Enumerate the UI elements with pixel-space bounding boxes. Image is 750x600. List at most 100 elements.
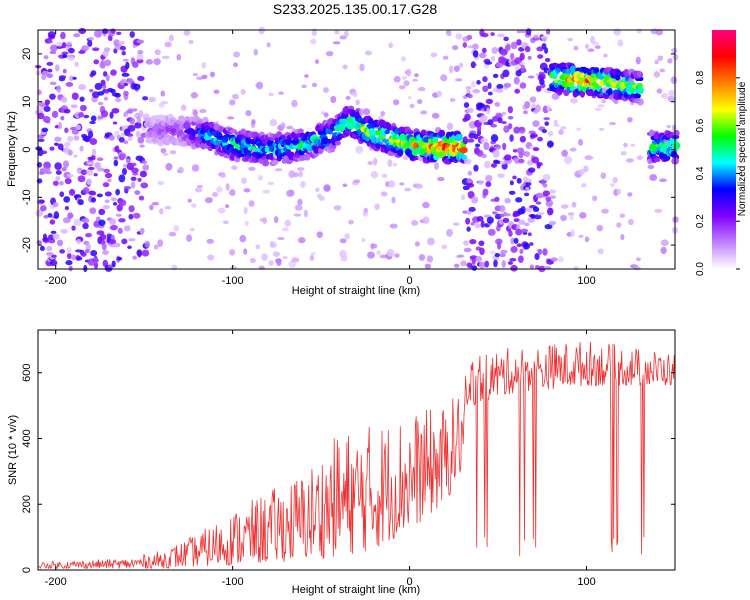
spectrogram-cell-2390 (667, 58, 673, 64)
spectrogram-cell-1010 (300, 180, 306, 188)
spectrogram-cell-411 (136, 58, 144, 64)
spectrogram-cell-356 (122, 163, 128, 168)
spectrogram-cell-874 (263, 158, 269, 167)
spectrogram-cell-507 (164, 41, 172, 48)
spectrogram-cell-308 (113, 159, 119, 167)
spectrogram-cell-1794 (504, 198, 511, 204)
spectrogram-cell-51 (46, 245, 53, 252)
spectrogram-cell-1881 (524, 151, 530, 158)
spectrogram-cell-1862 (519, 52, 525, 61)
spectrogram-cell-165 (76, 256, 83, 261)
spectrogram-cell-1955 (543, 117, 550, 121)
spectrogram-cell-1729 (487, 91, 493, 96)
spectrogram-cell-1535 (438, 151, 446, 158)
spectrogram-cell-742 (229, 189, 236, 196)
spectrogram-cell-1252 (364, 50, 373, 56)
spectrogram-cell-304 (110, 224, 118, 231)
spectrogram-cell-970 (288, 189, 295, 197)
colorbar-tick-label-4: 0.8 (695, 70, 706, 84)
spectrogram-cell-412 (136, 52, 144, 60)
spectrogram-cell-860 (261, 253, 268, 261)
spectrogram-cell-1617 (463, 240, 469, 246)
spectrogram-cell-161 (76, 238, 81, 245)
spectrogram-cell-1833 (513, 126, 521, 134)
spectrogram-cell-1943 (539, 79, 545, 85)
spectrogram-cell-1757 (494, 101, 500, 107)
spectrogram-cell-1327 (384, 129, 390, 135)
spectrogram-cell-136 (67, 135, 74, 142)
spectrogram-cell-1883 (525, 186, 530, 191)
spectrogram-cell-1701 (480, 114, 488, 122)
spectrogram-cell-2110 (583, 165, 589, 173)
spectrogram-cell-894 (269, 118, 278, 127)
spectrogram-cell-671 (209, 71, 215, 78)
spectrogram-cell-1065 (314, 59, 319, 64)
spectrogram-cell-379 (129, 117, 135, 125)
spectrogram-cell-137 (67, 149, 73, 156)
spectrogram-cell-403 (137, 250, 142, 258)
spectrogram-cell-371 (128, 213, 134, 220)
spectrogram-cell-1851 (518, 151, 524, 159)
spectrogram-cell-610 (193, 109, 198, 117)
spectrogram-cell-1308 (380, 110, 386, 117)
spectrogram-cell-32 (43, 215, 49, 219)
spectrogram-cell-104 (62, 54, 68, 59)
spectrogram-cell-467 (154, 49, 161, 56)
spectrogram-cell-177 (79, 104, 87, 112)
spectrogram-cell-986 (292, 172, 300, 178)
spectrogram-cell-1397 (403, 80, 410, 87)
spectrogram-cell-1507 (434, 162, 439, 170)
spectrogram-cell-1025 (303, 209, 309, 218)
spectrogram-cell-150 (73, 135, 80, 141)
spectrogram-cell-1912 (532, 120, 540, 127)
spectrogram-cell-1358 (393, 99, 400, 106)
spectrogram-cell-54 (46, 73, 53, 78)
spectrogram-cell-1544 (442, 55, 449, 60)
spectrogram-cell-1227 (359, 63, 365, 72)
spectrogram-cell-1893 (527, 160, 534, 166)
spectrogram-cell-152 (73, 33, 81, 38)
spectrogram-cell-215 (89, 121, 96, 125)
spectrogram-cell-2223 (613, 28, 622, 36)
spectrogram-x-ticks: -200 -100 0 100 (45, 30, 596, 287)
spectrogram-cell-320 (115, 97, 122, 103)
spectrogram-cell-339 (118, 199, 127, 207)
spectrogram-cell-1792 (502, 69, 510, 78)
spectrogram-cell-701 (217, 207, 226, 214)
spectrogram-cell-346 (121, 51, 126, 56)
spectrogram-cell-2302 (635, 257, 641, 262)
spectrogram-cell-1803 (505, 62, 510, 67)
spectrogram-cell-1886 (525, 207, 533, 213)
spectrogram-cell-1621 (463, 102, 470, 108)
snr-x-ticks: -200 -100 0 100 (45, 330, 596, 588)
spectrogram-cell-1745 (493, 259, 498, 268)
spectrogram-cell-1307 (379, 254, 388, 259)
spectrogram-cell-1990 (551, 93, 560, 100)
spectrogram-cell-1387 (401, 76, 408, 80)
spectrogram-cell-1882 (523, 222, 530, 227)
spectrogram-cell-600 (190, 92, 199, 99)
spectrogram-cell-942 (281, 227, 290, 232)
spectrogram-cell-156 (73, 218, 82, 226)
spectrogram-cell-1969 (544, 224, 553, 230)
spectrogram-cell-1365 (394, 253, 400, 258)
spectrogram-cell-977 (291, 99, 298, 108)
spectrogram-cell-95 (60, 31, 66, 40)
spectrogram-cell-1762 (495, 238, 503, 245)
spectrogram-cell-1845 (516, 177, 522, 184)
spectrogram-cell-1802 (505, 43, 511, 52)
spectrogram-cell-1847 (519, 248, 524, 254)
spectrogram-cell-2417 (672, 53, 679, 61)
spectrogram-cell-655 (204, 197, 213, 204)
spectrogram-cell-498 (162, 152, 169, 157)
spectrogram-cell-1585 (453, 222, 460, 226)
spectrogram-cell-717 (222, 220, 229, 225)
spectrogram-cell-1776 (497, 33, 505, 38)
spectrogram-cell-392 (131, 167, 139, 174)
spectrogram-cell-893 (269, 241, 277, 249)
spectrogram-cell-1815 (509, 52, 515, 61)
spectrogram-cell-1276 (373, 157, 378, 166)
spectrogram-cell-282 (104, 172, 113, 179)
spectrogram-cell-271 (103, 168, 110, 174)
colorbar-label: Normalized spectral amplitude (737, 81, 748, 216)
